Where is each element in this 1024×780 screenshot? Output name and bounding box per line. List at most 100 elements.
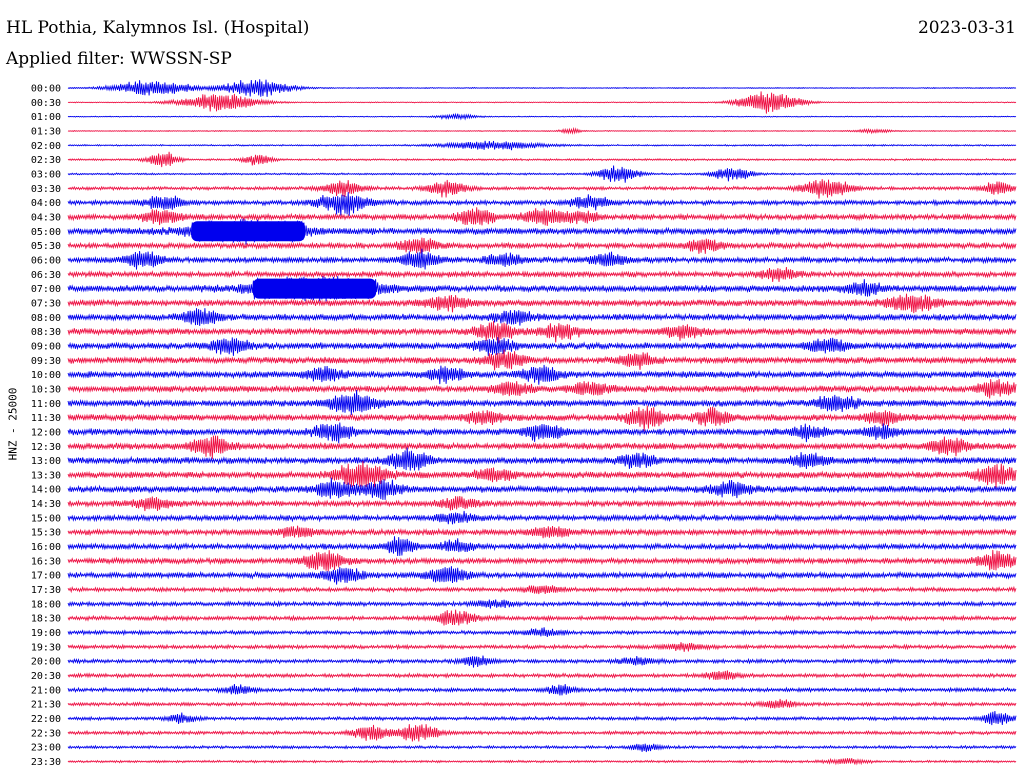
- seismic-trace-1930: [67, 642, 1017, 652]
- seismic-trace-0030: [67, 91, 1017, 114]
- seismic-trace-0430: [67, 207, 1017, 226]
- seismic-trace-0900: [67, 337, 1017, 356]
- seismic-trace-0630: [67, 267, 1017, 282]
- seismic-trace-1800: [67, 599, 1017, 609]
- row-time-label: 12:30: [31, 442, 61, 453]
- seismic-trace-1500: [67, 510, 1017, 525]
- row-time-label: 18:00: [31, 599, 61, 610]
- seismic-trace-2000: [67, 655, 1017, 668]
- row-time-label: 10:30: [31, 384, 61, 395]
- seismic-trace-1030: [67, 378, 1017, 399]
- seismic-trace-0300: [67, 165, 1017, 183]
- date-label: 2023-03-31: [917, 18, 1016, 38]
- seismic-trace-2100: [67, 683, 1017, 696]
- seismic-trace-1900: [67, 627, 1017, 637]
- seismic-trace-0130: [67, 126, 1017, 135]
- seismic-trace-1200: [67, 422, 1017, 444]
- seismic-trace-1530: [67, 525, 1017, 539]
- seismic-trace-0330: [67, 179, 1017, 199]
- seismic-trace-0800: [67, 308, 1017, 326]
- seismic-trace-1600: [67, 536, 1017, 557]
- row-time-label: 02:30: [31, 155, 61, 166]
- seismic-trace-1700: [67, 566, 1017, 585]
- row-time-label: 07:00: [31, 284, 61, 295]
- row-time-label: 18:30: [31, 614, 61, 625]
- row-time-label: 02:00: [31, 141, 61, 152]
- seismic-trace-2330: [67, 757, 1017, 766]
- row-time-label: 15:30: [31, 528, 61, 539]
- row-time-label: 01:00: [31, 112, 61, 123]
- row-time-label: 13:00: [31, 456, 61, 467]
- row-time-label: 13:30: [31, 470, 61, 481]
- seismic-trace-1000: [67, 364, 1017, 385]
- seismic-trace-2130: [67, 698, 1017, 709]
- row-time-label: 14:30: [31, 499, 61, 510]
- row-time-label: 17:30: [31, 585, 61, 596]
- seismic-trace-0400: [67, 192, 1017, 216]
- row-time-label: 07:30: [31, 298, 61, 309]
- row-time-label: 17:00: [31, 571, 61, 582]
- row-time-label: 20:30: [31, 671, 61, 682]
- row-time-label: 05:30: [31, 241, 61, 252]
- seismic-trace-1130: [67, 405, 1017, 432]
- row-time-label: 08:00: [31, 313, 61, 324]
- seismic-trace-2230: [67, 724, 1017, 742]
- station-title: HL Pothia, Kalymnos Isl. (Hospital): [6, 18, 310, 38]
- row-time-label: 22:30: [31, 728, 61, 739]
- seismic-trace-0230: [67, 151, 1017, 168]
- row-time-label: 05:00: [31, 227, 61, 238]
- row-time-label: 06:00: [31, 255, 61, 266]
- row-time-label: 00:00: [31, 84, 61, 95]
- row-time-label: 15:00: [31, 513, 61, 524]
- row-time-label: 14:00: [31, 485, 61, 496]
- seismic-trace-2030: [67, 670, 1017, 681]
- seismic-trace-0700: [67, 276, 1017, 302]
- seismic-trace-1100: [67, 389, 1017, 416]
- row-time-label: 09:30: [31, 356, 61, 367]
- saturated-signal: [252, 278, 377, 299]
- seismic-trace-1730: [67, 585, 1017, 595]
- row-time-label: 21:30: [31, 700, 61, 711]
- row-time-label: 10:00: [31, 370, 61, 381]
- seismic-trace-1330: [67, 460, 1017, 488]
- row-time-label: 11:00: [31, 399, 61, 410]
- seismic-trace-1400: [67, 477, 1017, 500]
- row-time-label: 20:00: [31, 657, 61, 668]
- seismic-trace-1430: [67, 495, 1017, 512]
- seismic-trace-0600: [67, 248, 1017, 270]
- row-time-label: 08:30: [31, 327, 61, 338]
- seismic-trace-0200: [67, 140, 1017, 151]
- row-time-label: 16:30: [31, 556, 61, 567]
- seismic-trace-1630: [67, 549, 1017, 572]
- row-time-label: 06:30: [31, 270, 61, 281]
- row-time-label: 23:00: [31, 743, 61, 754]
- seismic-trace-0730: [67, 293, 1017, 314]
- seismic-trace-0830: [67, 321, 1017, 344]
- seismic-trace-2200: [67, 710, 1017, 726]
- row-time-label: 23:30: [31, 757, 61, 768]
- seismic-trace-1830: [67, 609, 1017, 626]
- seismic-trace-2300: [67, 743, 1017, 753]
- seismic-trace-0530: [67, 237, 1017, 254]
- row-time-label: 12:00: [31, 427, 61, 438]
- filter-label: Applied filter: WWSSN-SP: [6, 49, 232, 69]
- row-time-label: 19:00: [31, 628, 61, 639]
- row-time-label: 04:30: [31, 212, 61, 223]
- row-time-label: 09:00: [31, 341, 61, 352]
- seismic-trace-1300: [67, 447, 1017, 471]
- row-time-label: 22:00: [31, 714, 61, 725]
- row-time-label: 01:30: [31, 126, 61, 137]
- seismic-trace-0100: [67, 112, 1017, 121]
- row-time-label: 03:30: [31, 184, 61, 195]
- row-time-label: 16:00: [31, 542, 61, 553]
- row-time-label: 19:30: [31, 642, 61, 653]
- row-time-label: 11:30: [31, 413, 61, 424]
- seismic-trace-0930: [67, 349, 1017, 371]
- row-time-label: 00:30: [31, 98, 61, 109]
- row-time-label: 03:00: [31, 169, 61, 180]
- saturated-signal: [191, 221, 305, 242]
- row-time-label: 04:00: [31, 198, 61, 209]
- seismic-trace-0000: [67, 79, 1017, 97]
- row-time-label: 21:00: [31, 685, 61, 696]
